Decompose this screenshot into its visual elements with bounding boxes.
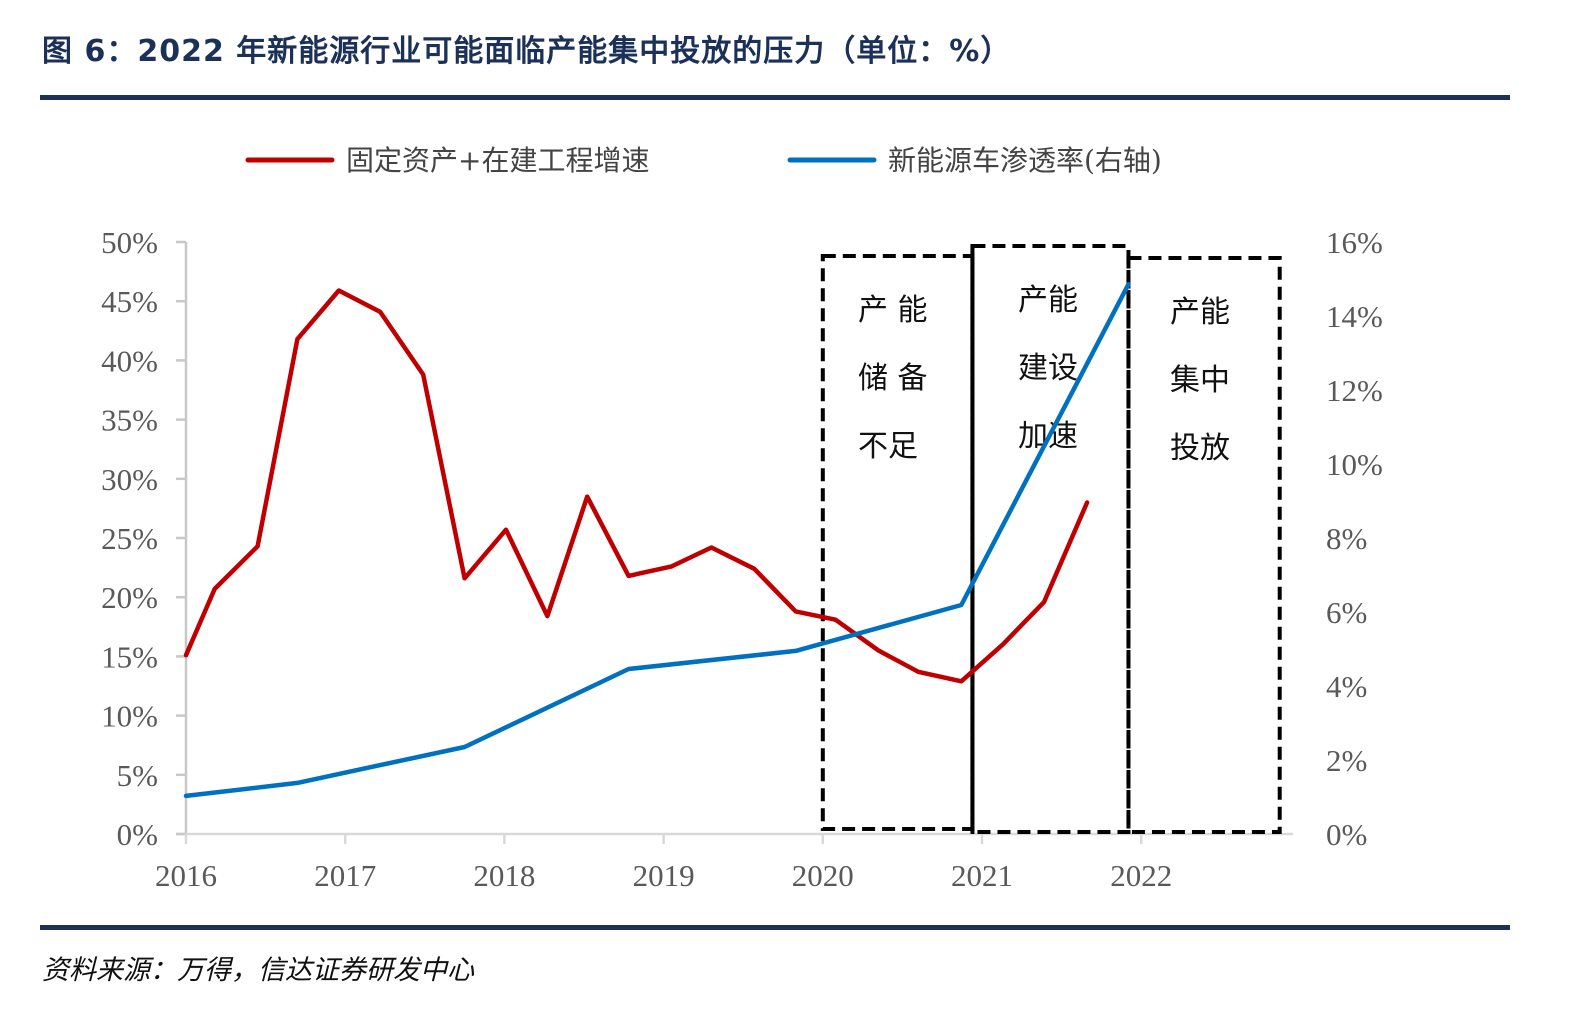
- right-axis-tick-label: 12%: [1326, 373, 1383, 408]
- right-axis-tick-label: 4%: [1326, 669, 1367, 704]
- series-lines: [183, 281, 1131, 799]
- left-axis-tick-label: 0%: [117, 817, 158, 852]
- left-axis-tick-label: 35%: [101, 403, 158, 438]
- axes: 0% 5% 10% 15% 20% 25% 30% 35% 40% 45% 50% 0% 2% 4% 6% 8…: [101, 225, 1383, 893]
- right-axis-tick-label: 6%: [1326, 595, 1367, 630]
- left-axis-tick-label: 15%: [101, 639, 158, 674]
- annotation-rect: [820, 254, 975, 831]
- annotation-text: 产能: [1018, 283, 1078, 318]
- left-axis-tick-label: 10%: [101, 699, 158, 734]
- source-note: 资料来源：万得，信达证券研发中心: [42, 955, 474, 986]
- annotation-text: 储 备: [858, 361, 928, 396]
- annotation-box: 产能集中投放: [1126, 256, 1282, 834]
- left-axis-tick-label: 20%: [101, 580, 158, 615]
- x-axis-tick-label: 2021: [951, 858, 1013, 893]
- annotation-text: 投放: [1170, 431, 1230, 466]
- left-axis-tick-label: 45%: [101, 284, 158, 319]
- annotation-text: 产 能: [858, 293, 928, 328]
- annotation-text: 不足: [858, 429, 918, 464]
- annotation-text: 产能: [1170, 295, 1230, 330]
- left-axis-tick-label: 5%: [117, 758, 158, 793]
- annotation-text: 建设: [1018, 351, 1078, 386]
- x-axis-tick-label: 2020: [792, 858, 854, 893]
- right-axis-tick-label: 14%: [1326, 299, 1383, 334]
- left-axis-tick-label: 50%: [101, 225, 158, 260]
- title-divider: [40, 95, 1510, 100]
- series-line-fixed-asset-growth: [183, 288, 1090, 684]
- left-axis-tick-label: 30%: [101, 462, 158, 497]
- x-axis-tick-label: 2018: [473, 858, 535, 893]
- x-axis-tick-label: 2016: [155, 858, 217, 893]
- right-axis-tick-label: 8%: [1326, 521, 1367, 556]
- series-line-nev-penetration: [183, 281, 1131, 799]
- x-axis-tick-label: 2017: [314, 858, 376, 893]
- legend-label-blue: 新能源车渗透率(右轴): [888, 144, 1162, 177]
- annotation-box: 产 能储 备不足: [820, 254, 975, 831]
- chart: 固定资产+在建工程增速 新能源车渗透率(右轴) 0% 5% 10% 15% 20% 25%…: [101, 144, 1383, 893]
- left-axis-tick-label: 40%: [101, 343, 158, 378]
- figure-title: 图 6：2022 年新能源行业可能面临产能集中投放的压力（单位：%）: [42, 34, 1012, 69]
- annotation-rect: [1126, 256, 1282, 834]
- annotation-text: 集中: [1170, 363, 1230, 398]
- x-axis-tick-label: 2022: [1110, 858, 1172, 893]
- legend: 固定资产+在建工程增速 新能源车渗透率(右轴): [245, 144, 1162, 177]
- left-axis-tick-label: 25%: [101, 521, 158, 556]
- right-axis-tick-label: 10%: [1326, 447, 1383, 482]
- x-axis-tick-label: 2019: [633, 858, 695, 893]
- right-axis-tick-label: 2%: [1326, 743, 1367, 778]
- source-divider: [40, 925, 1510, 930]
- right-axis-tick-label: 16%: [1326, 225, 1383, 260]
- legend-label-red: 固定资产+在建工程增速: [346, 144, 649, 177]
- right-axis-tick-label: 0%: [1326, 817, 1367, 852]
